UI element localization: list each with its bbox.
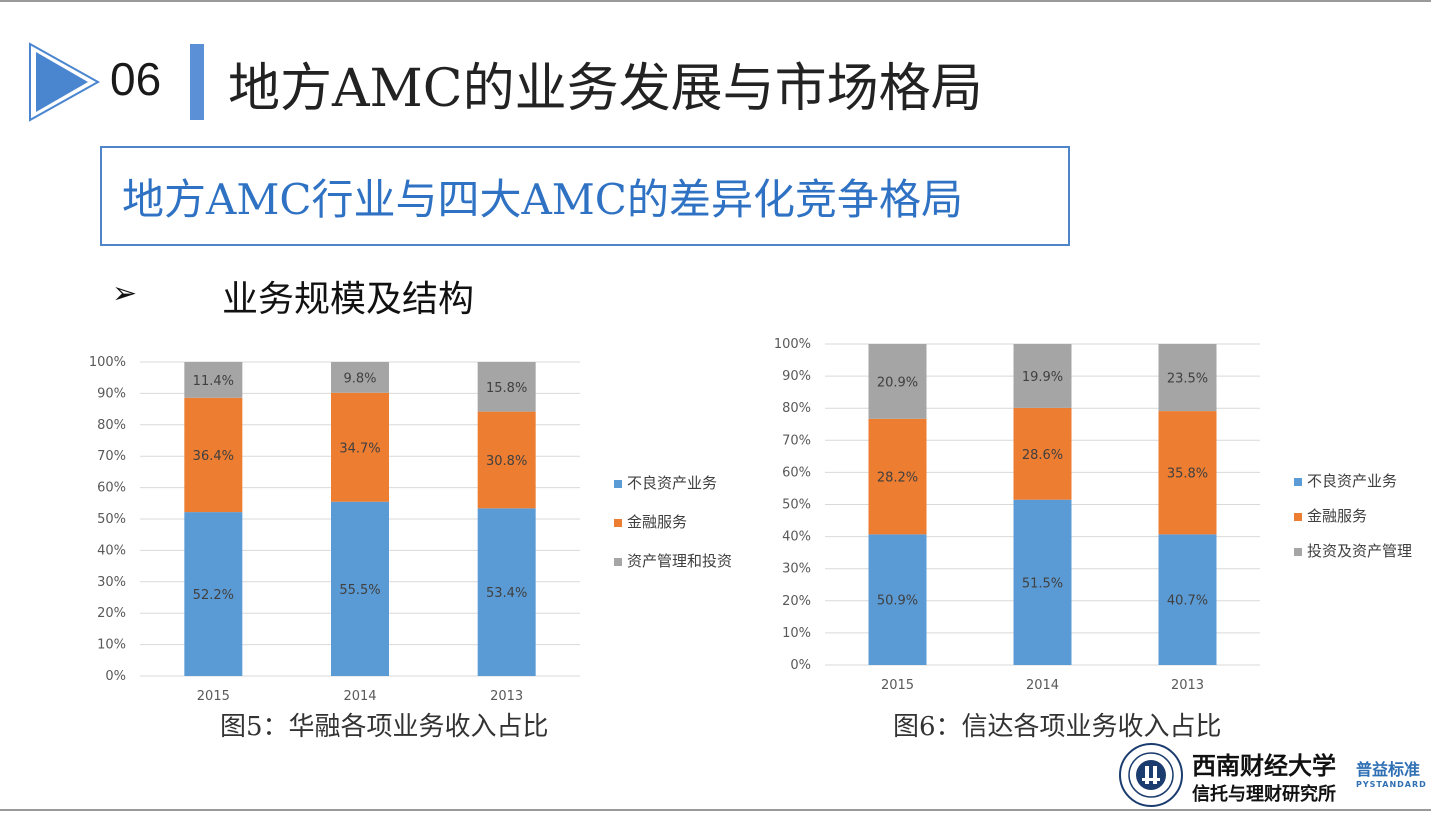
top-border xyxy=(0,0,1431,2)
data-label: 30.8% xyxy=(486,454,527,469)
institution-logo: 西南财经大学 信托与理财研究所 普益标准 PYSTANDARD xyxy=(1118,742,1428,808)
bar-segment xyxy=(1158,411,1217,535)
legend-swatch xyxy=(614,558,622,566)
chart-cinda: 0% 10% 20% 30% 40% 50% 60% 70% 80% 90% 100% 50.9% 28… xyxy=(774,337,1412,693)
data-label: 51.5% xyxy=(1022,576,1063,591)
data-label: 9.8% xyxy=(343,371,376,386)
bar-segment xyxy=(331,362,389,393)
data-label: 23.5% xyxy=(1167,372,1208,387)
section-title: 地方AMC的业务发展与市场格局 xyxy=(228,59,983,119)
x-tick-label: 2014 xyxy=(1026,678,1059,693)
y-tick-label: 60% xyxy=(782,465,811,480)
bar-segment xyxy=(868,344,927,419)
x-tick-label: 2015 xyxy=(881,678,914,693)
section-number: 06 xyxy=(110,53,162,105)
legend-label: 金融服务 xyxy=(627,513,687,531)
logo-subname: 信托与理财研究所 xyxy=(1192,784,1336,805)
chart-huarong: 0% 10% 20% 30% 40% 50% 60% 70% 80% 90% 100% 52.2% 36… xyxy=(89,355,732,704)
y-tick-label: 100% xyxy=(89,355,126,370)
data-label: 34.7% xyxy=(339,441,380,456)
bar-segment xyxy=(477,508,536,676)
caption-cinda: 图6：信达各项业务收入占比 xyxy=(893,712,1222,742)
logo-name: 西南财经大学 xyxy=(1192,751,1336,780)
data-label: 40.7% xyxy=(1167,594,1208,609)
logo-brand-en: PYSTANDARD xyxy=(1356,780,1427,789)
legend-swatch xyxy=(1294,513,1302,521)
y-tick-label: 90% xyxy=(97,386,126,401)
subtitle-box: 地方AMC行业与四大AMC的差异化竞争格局 xyxy=(100,146,1070,246)
bar-segment xyxy=(477,362,536,412)
y-tick-label: 20% xyxy=(97,606,126,621)
data-label: 28.2% xyxy=(877,471,918,486)
bar-segment xyxy=(331,392,389,502)
bar-segment xyxy=(331,501,389,676)
legend-label: 不良资产业务 xyxy=(627,474,717,492)
legend-label: 资产管理和投资 xyxy=(627,552,732,570)
x-tick-label: 2013 xyxy=(1171,678,1204,693)
caption-huarong: 图5：华融各项业务收入占比 xyxy=(220,712,549,742)
y-tick-label: 50% xyxy=(97,512,126,527)
y-tick-label: 60% xyxy=(97,481,126,496)
x-tick-label: 2015 xyxy=(197,689,230,704)
bullet-arrow-icon: ➢ xyxy=(112,276,138,311)
legend-label: 金融服务 xyxy=(1307,507,1367,525)
logo-brand: 普益标准 xyxy=(1356,760,1421,779)
bottom-border xyxy=(0,809,1431,811)
bar-segment xyxy=(868,418,927,535)
data-label: 19.9% xyxy=(1022,370,1063,385)
legend-swatch xyxy=(1294,478,1302,486)
data-label: 20.9% xyxy=(877,375,918,390)
y-tick-label: 10% xyxy=(782,626,811,641)
bar-segment xyxy=(1158,534,1217,665)
y-tick-label: 90% xyxy=(782,369,811,384)
x-tick-label: 2013 xyxy=(490,689,523,704)
section-divider-bar xyxy=(190,44,204,120)
bar-segment xyxy=(1013,499,1072,665)
legend-swatch xyxy=(1294,548,1302,556)
y-tick-label: 80% xyxy=(97,418,126,433)
legend-label: 投资及资产管理 xyxy=(1307,542,1412,560)
data-label: 15.8% xyxy=(486,381,527,396)
y-tick-label: 10% xyxy=(97,638,126,653)
data-label: 28.6% xyxy=(1022,448,1063,463)
bar-segment xyxy=(1013,407,1072,500)
y-tick-label: 70% xyxy=(97,449,126,464)
y-tick-label: 40% xyxy=(97,543,126,558)
data-label: 52.2% xyxy=(193,588,234,603)
x-tick-label: 2014 xyxy=(343,689,376,704)
legend-label: 不良资产业务 xyxy=(1307,472,1397,490)
y-tick-label: 40% xyxy=(782,530,811,545)
y-tick-label: 50% xyxy=(782,498,811,513)
bar-segment xyxy=(868,534,927,665)
data-label: 50.9% xyxy=(877,594,918,609)
y-tick-label: 0% xyxy=(105,669,126,684)
legend-swatch xyxy=(614,480,622,488)
y-tick-label: 30% xyxy=(97,575,126,590)
subtitle-text: 地方AMC行业与四大AMC的差异化竞争格局 xyxy=(122,175,963,224)
y-tick-label: 80% xyxy=(782,401,811,416)
legend-swatch xyxy=(614,519,622,527)
data-label: 11.4% xyxy=(193,374,234,389)
bar-segment xyxy=(1158,344,1217,412)
y-tick-label: 100% xyxy=(774,337,811,352)
data-label: 55.5% xyxy=(339,583,380,598)
data-label: 53.4% xyxy=(486,586,527,601)
data-label: 35.8% xyxy=(1167,467,1208,482)
y-tick-label: 70% xyxy=(782,433,811,448)
bar-segment xyxy=(184,397,243,513)
bullet-text: 业务规模及结构 xyxy=(222,279,475,320)
bar-segment xyxy=(1013,344,1072,408)
data-label: 36.4% xyxy=(193,449,234,464)
university-seal-icon xyxy=(1119,743,1183,807)
y-tick-label: 20% xyxy=(782,594,811,609)
y-tick-label: 30% xyxy=(782,562,811,577)
bar-segment xyxy=(477,411,536,509)
y-tick-label: 0% xyxy=(790,658,811,673)
section-arrow-icon xyxy=(29,42,101,122)
bar-segment xyxy=(184,362,243,398)
bar-segment xyxy=(184,512,243,676)
